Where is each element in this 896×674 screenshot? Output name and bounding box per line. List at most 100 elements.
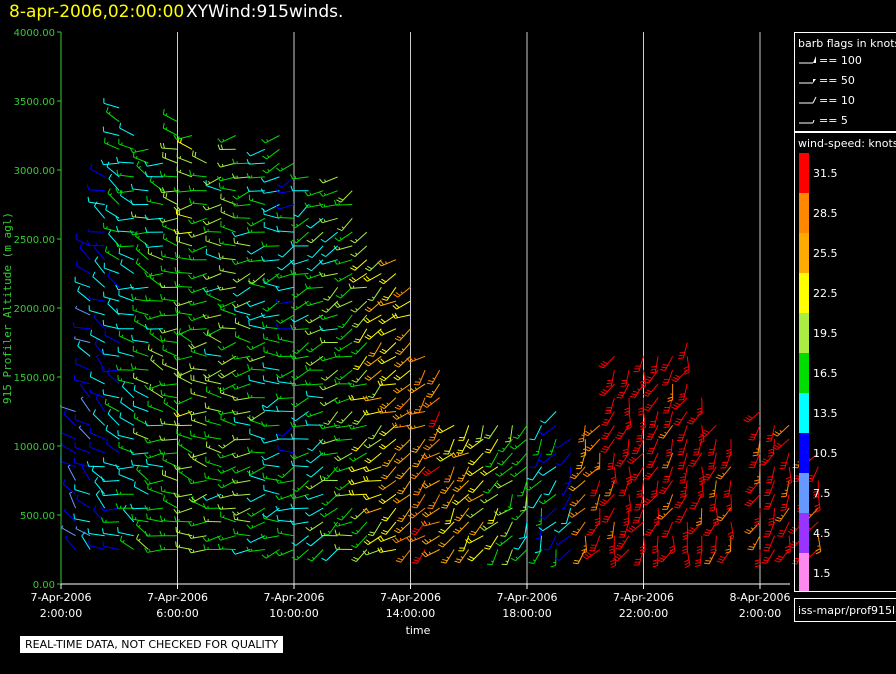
wind-barb [218,252,236,261]
wind-barb [231,354,251,360]
wind-barb [117,527,134,537]
wind-barb [304,283,324,289]
x-tick-date: 7-Apr-2006 [30,591,91,604]
wind-barb [678,383,688,401]
wind-profile-column [86,163,106,550]
wind-barb [162,344,178,357]
x-tick-date: 7-Apr-2006 [147,591,208,604]
wind-barb [427,494,441,510]
wind-barb [261,135,280,144]
wind-barb [723,480,732,498]
wind-barb [173,464,193,471]
wind-barb [661,452,674,469]
wind-barb [772,424,790,437]
wind-barb [304,190,324,197]
wind-barb [380,466,397,480]
wind-barb [610,549,617,568]
wind-barb [277,259,295,271]
wind-barb [678,342,688,359]
wind-barb [519,494,528,512]
wind-barb [75,260,91,274]
wind-barb [262,148,280,160]
wind-barb [710,535,717,554]
wind-barb [129,229,149,236]
wind-barb [406,355,426,363]
wind-barb [305,521,324,532]
wind-barb [158,328,178,334]
wind-barb [439,480,455,494]
wind-barb [146,195,164,205]
wind-barbs [59,98,822,569]
wind-profile-column [641,356,660,568]
y-tick-label: 3500.00 [14,97,55,108]
speed-swatch [799,433,809,473]
wind-barb [246,245,266,255]
wind-profile-column [348,231,368,563]
wind-barb [205,180,222,192]
wind-barb [118,290,134,302]
wind-barb [116,169,134,178]
wind-barb [465,535,484,544]
wind-barb [305,419,324,426]
wind-barb [101,517,120,523]
wind-barb [480,521,499,531]
speed-swatch [799,353,809,393]
wind-barb [135,244,149,261]
wind-barb [785,466,793,486]
wind-barb [659,356,674,371]
wind-barb [260,176,280,183]
wind-barb [290,185,309,192]
wind-barb [421,452,440,460]
wind-barb [336,411,353,424]
wind-barb [218,322,236,330]
wind-barb [89,441,105,454]
wind-barb [708,480,717,498]
wind-barb [94,339,106,357]
barb-legend-label: == 10 [819,94,855,107]
wind-barb [394,438,411,451]
wind-barb [217,452,236,459]
wind-barb [364,452,382,464]
wind-barb [394,397,411,410]
wind-barb [132,372,149,385]
wind-barb [188,185,207,192]
wind-barb [187,217,207,225]
wind-barb [102,319,120,330]
wind-profile-column [435,424,455,564]
wind-barb [368,342,382,357]
wind-barb [333,435,353,442]
wind-profile-column [158,108,178,551]
wind-barb [626,521,644,533]
wind-barb [763,480,776,497]
wind-barb [135,520,149,537]
wind-barb [378,273,397,285]
wind-barb [625,494,632,513]
wind-barb [103,262,120,274]
wind-barb [69,491,77,509]
wind-barb [220,221,236,233]
wind-barb [190,388,207,399]
wind-barb [598,355,615,369]
wind-barb [95,393,106,412]
wind-barb [104,137,120,150]
wind-barb [261,549,280,559]
wind-barb [159,142,178,150]
wind-barb [173,134,193,140]
x-tick-date: 7-Apr-2006 [613,591,674,604]
wind-barb [188,324,207,331]
wind-barb [291,231,309,244]
wind-barb [377,259,397,267]
wind-barb [73,374,91,385]
x-tick-time: 2:00:00 [739,607,781,620]
wind-barb [307,549,324,562]
wind-barb [626,452,644,465]
wind-barb [644,521,659,536]
wind-barb [679,466,688,484]
wind-barb [144,314,164,320]
wind-barb [275,323,295,330]
speed-swatch [799,233,809,273]
wind-barb [100,490,120,497]
wind-barb [635,425,644,443]
wind-barb [564,466,572,485]
wind-barb [394,328,411,342]
